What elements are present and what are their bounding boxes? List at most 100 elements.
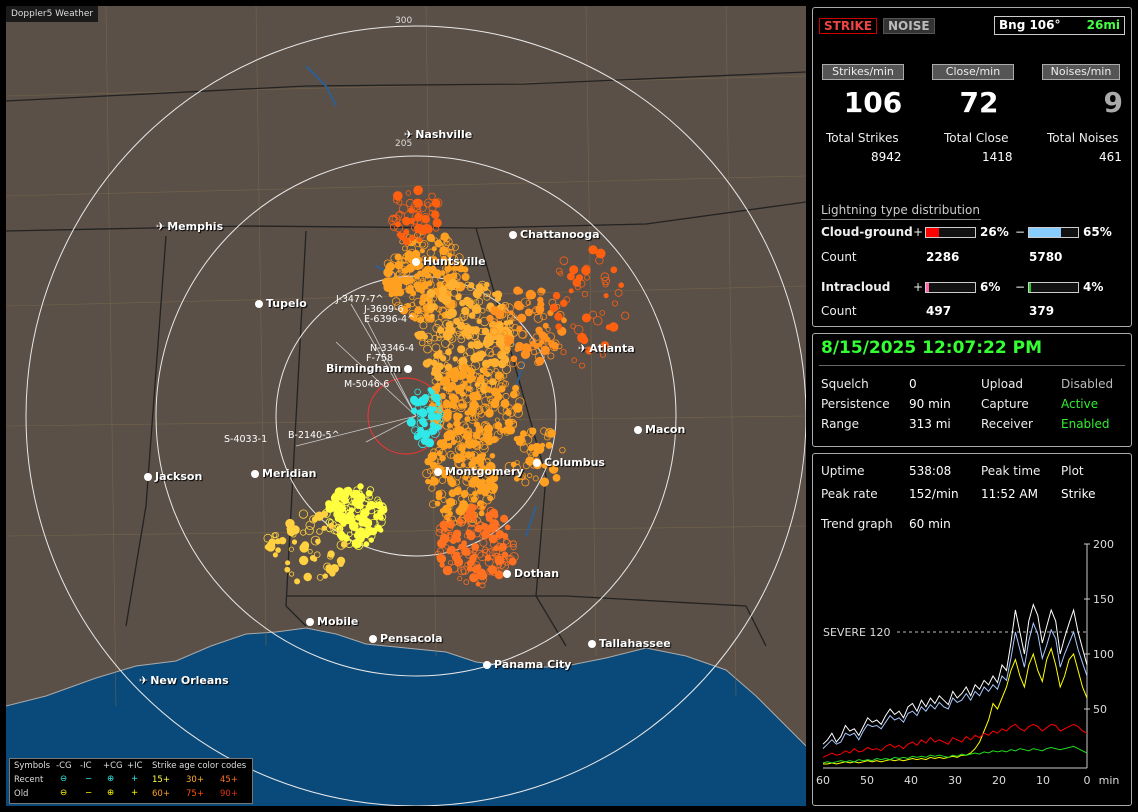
age-old-3: 90+	[220, 789, 238, 799]
strike-marker	[278, 537, 287, 545]
strike-marker	[477, 410, 485, 418]
city-dot-icon	[404, 365, 413, 373]
strike-marker	[512, 402, 523, 413]
strike-marker	[336, 556, 346, 566]
legend-recent-label: Recent	[14, 775, 44, 785]
trend-graph-value[interactable]: 60 min	[909, 517, 951, 531]
strike-marker	[471, 543, 480, 551]
cg-negative-count: 5780	[1029, 250, 1063, 264]
range-value[interactable]: 313 mi	[909, 417, 951, 431]
strike-marker	[440, 496, 447, 503]
plot-value[interactable]: Strike	[1061, 487, 1096, 501]
strike-marker	[443, 377, 454, 387]
city-panama-city: Panama City	[483, 659, 571, 671]
strike-marker	[462, 394, 472, 404]
city-dothan: Dothan	[503, 568, 559, 580]
strike-marker	[470, 495, 478, 503]
strike-marker	[413, 278, 420, 284]
strike-marker	[364, 527, 373, 536]
city-dot-icon	[251, 470, 259, 478]
strike-marker	[419, 277, 426, 284]
close-per-min-tab[interactable]: Close/min	[932, 64, 1014, 80]
bearing-value: Bng 106°	[999, 18, 1061, 32]
strike-marker	[431, 210, 440, 219]
strike-marker	[263, 533, 273, 543]
strike-marker	[491, 379, 497, 385]
plot-label: Plot	[1061, 464, 1084, 478]
receiver-value[interactable]: Enabled	[1061, 417, 1110, 431]
strike-marker	[408, 309, 416, 318]
strike-marker	[521, 478, 530, 487]
strike-marker	[300, 529, 307, 536]
noises-per-min-tab[interactable]: Noises/min	[1042, 64, 1120, 80]
cloud-ground-label: Cloud-ground	[821, 225, 913, 239]
strike-marker	[490, 404, 498, 412]
sensor-label: B-2140-5^	[288, 430, 340, 441]
squelch-value[interactable]: 0	[909, 377, 917, 391]
status-divider	[819, 365, 1125, 366]
noise-button[interactable]: NOISE	[883, 18, 935, 34]
strike-marker	[428, 192, 436, 200]
strike-marker	[469, 400, 479, 411]
strike-marker	[618, 282, 624, 289]
status-panel: 8/15/2025 12:07:22 PM Squelch 0 Upload D…	[812, 333, 1132, 447]
strike-marker	[457, 369, 468, 380]
strike-marker	[584, 274, 591, 281]
city-dot-icon	[412, 258, 420, 266]
strike-marker	[445, 430, 455, 440]
strike-marker	[405, 286, 414, 294]
strike-marker	[462, 266, 469, 273]
strike-marker	[510, 461, 517, 468]
strike-button[interactable]: STRIKE	[819, 18, 878, 34]
strike-marker	[426, 233, 435, 242]
strike-marker	[507, 319, 514, 325]
city-name: Tallahassee	[599, 637, 671, 650]
strike-marker	[463, 472, 473, 482]
strike-marker	[366, 500, 376, 510]
strike-marker	[612, 300, 619, 307]
upload-value[interactable]: Disabled	[1061, 377, 1114, 391]
strike-marker	[568, 288, 574, 294]
trend-panel: Uptime 538:08 Peak time Plot Peak rate 1…	[812, 453, 1132, 806]
strike-marker	[457, 335, 466, 344]
lightning-map[interactable]: Doppler5 Weather 300 205 ✈ Nashville ✈ Memp…	[6, 6, 806, 806]
coast-line	[6, 627, 806, 747]
strike-marker	[421, 224, 430, 233]
strike-marker	[512, 384, 520, 392]
strike-marker	[509, 540, 517, 548]
cg-negative-bar	[1028, 227, 1079, 238]
upload-label: Upload	[981, 377, 1024, 391]
persistence-value[interactable]: 90 min	[909, 397, 951, 411]
strike-marker	[461, 306, 470, 316]
strike-marker	[472, 352, 482, 363]
cg-positive-pct: 26%	[980, 225, 1009, 239]
old-neg-ic-icon: −	[85, 788, 93, 798]
strikes-per-min-tab[interactable]: Strikes/min	[822, 64, 904, 80]
strike-marker	[437, 417, 444, 424]
strike-marker	[441, 280, 448, 287]
strike-marker	[313, 551, 321, 558]
strike-marker	[579, 362, 586, 369]
ic-plus-sign: +	[913, 280, 924, 294]
capture-value[interactable]: Active	[1061, 397, 1099, 411]
strike-marker	[493, 430, 503, 440]
strike-marker	[467, 341, 475, 349]
trend-series-1	[822, 621, 1088, 749]
strike-marker	[498, 545, 505, 552]
old-neg-cg-icon: ⊖	[60, 788, 68, 798]
strike-marker	[453, 427, 459, 433]
strike-marker	[446, 467, 452, 473]
strike-marker	[535, 326, 543, 334]
strike-marker	[476, 318, 482, 324]
strike-marker	[446, 497, 456, 507]
strike-marker	[312, 556, 318, 562]
strike-marker	[532, 475, 539, 482]
legend-col-neg-ic: -IC	[80, 761, 92, 771]
strike-marker	[509, 420, 518, 429]
strike-marker	[284, 560, 291, 566]
strike-marker	[470, 375, 477, 382]
strike-marker	[445, 348, 452, 356]
strike-marker	[414, 306, 423, 315]
strike-marker	[445, 268, 455, 277]
strike-marker	[384, 282, 393, 291]
